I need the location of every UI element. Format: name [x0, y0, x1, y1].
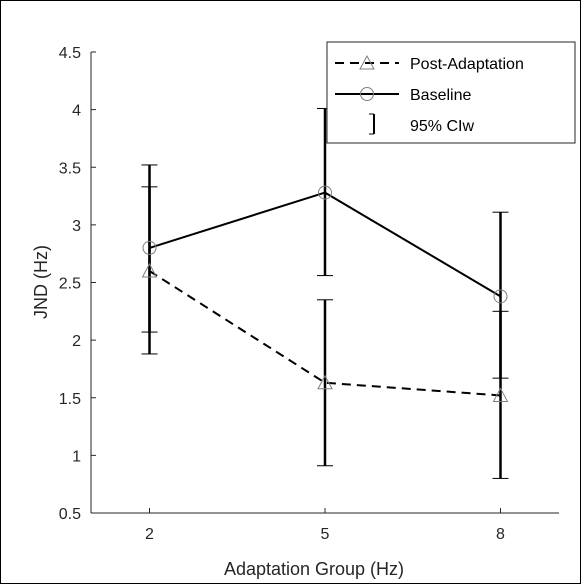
y-tick-label: 1.5	[59, 391, 81, 408]
y-tick-label: 0.5	[59, 506, 81, 523]
legend-entry-post-adaptation: Post-Adaptation	[335, 54, 524, 73]
error-bars	[141, 107, 509, 479]
series-lines	[148, 191, 502, 397]
legend-triangle-marker	[359, 54, 375, 70]
legend-label-baseline: Baseline	[410, 87, 471, 104]
y-tick-label: 3.5	[59, 160, 81, 177]
y-tick-label: 4.5	[59, 45, 81, 62]
legend: Post-Adaptation Baseline 95% CIw	[326, 41, 576, 144]
data-point-triangle	[317, 374, 333, 390]
y-tick-label: 4	[72, 103, 81, 120]
data-point-triangle	[141, 262, 158, 278]
y-ticks: 0.5 1 1.5 2 2.5 3 3.5 4 4.5	[59, 45, 96, 523]
x-ticks: 2 5 8	[145, 508, 505, 543]
data-point-circle	[318, 185, 332, 200]
data-point-circle	[142, 240, 157, 255]
data-point-triangle	[492, 387, 509, 402]
legend-entry-ci: 95% CIw	[369, 113, 474, 135]
y-tick-label: 3	[72, 218, 81, 235]
legend-label-ci: 95% CIw	[410, 118, 474, 135]
y-tick-label: 1	[72, 448, 81, 465]
y-tick-label: 2	[72, 333, 81, 350]
data-point-circle	[493, 289, 508, 304]
y-axis-label: JND (Hz)	[31, 245, 51, 319]
y-tick-label: 2.5	[59, 276, 81, 293]
series-line-baseline	[149, 191, 502, 298]
x-axis-label: Adaptation Group (Hz)	[224, 559, 404, 579]
legend-label-post-adaptation: Post-Adaptation	[410, 56, 524, 73]
legend-circle-marker	[360, 87, 374, 101]
x-tick-label: 2	[145, 526, 154, 543]
x-tick-label: 8	[496, 526, 505, 543]
markers	[141, 185, 509, 402]
x-tick-label: 5	[321, 526, 330, 543]
legend-entry-baseline: Baseline	[335, 87, 471, 104]
